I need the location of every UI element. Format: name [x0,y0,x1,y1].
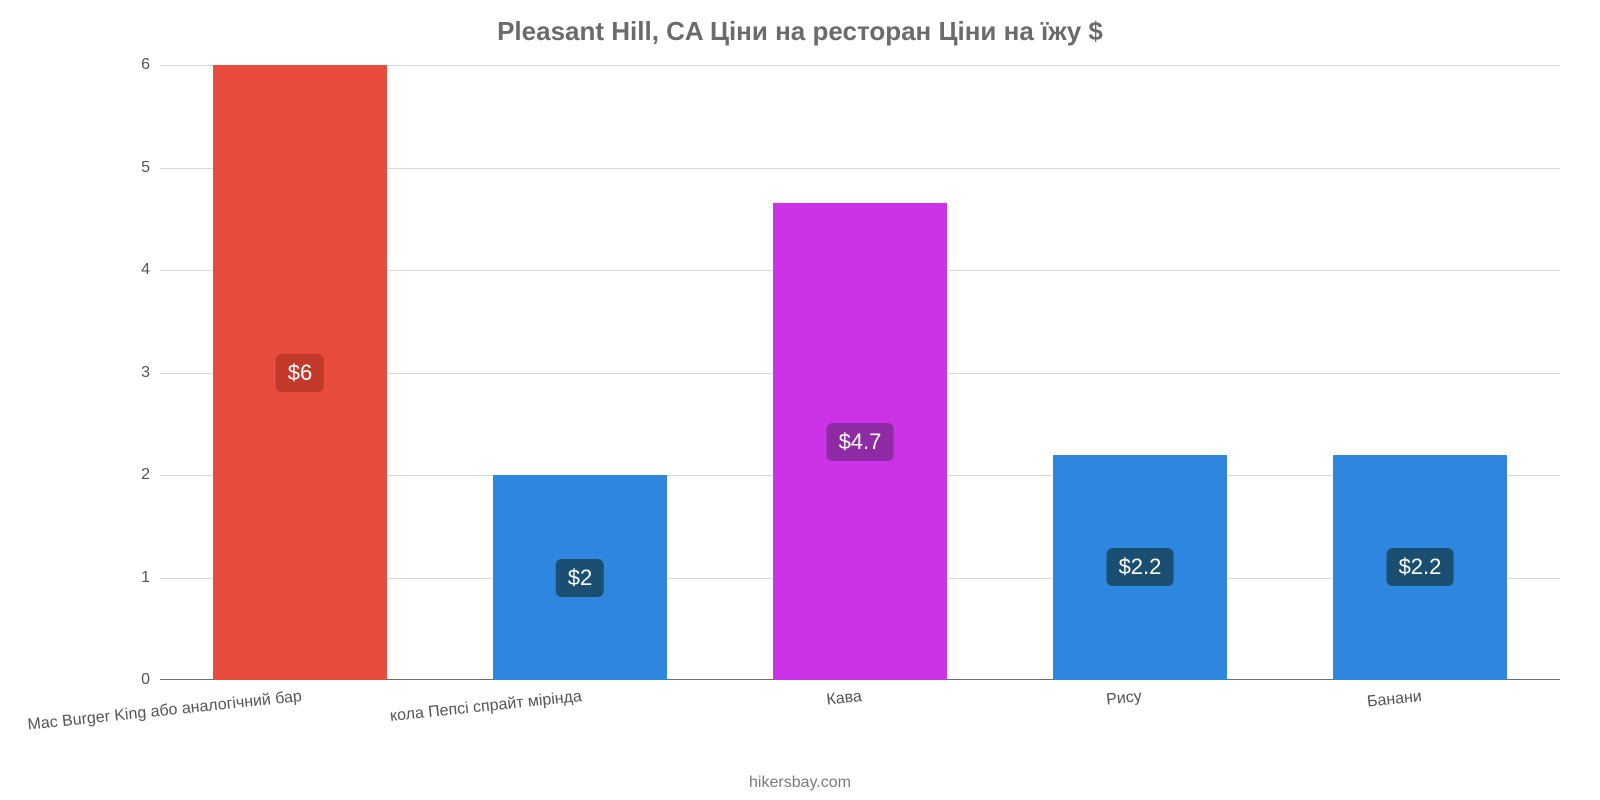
y-tick-label: 4 [141,261,160,279]
bar-value-label: $2.2 [1387,548,1454,586]
bar: $6 [213,65,387,680]
y-tick-label: 5 [141,159,160,177]
plot-area: 0123456$6Mac Burger King або аналогічний… [160,60,1560,680]
y-tick-label: 3 [141,364,160,382]
chart-title: Pleasant Hill, CA Ціни на ресторан Ціни … [0,16,1600,47]
bar-value-label: $2 [556,559,604,597]
x-tick-label: Рису [1105,680,1143,710]
x-tick-label: Кава [825,680,863,710]
bar-value-label: $2.2 [1107,548,1174,586]
bar: $2.2 [1053,455,1227,680]
y-tick-label: 2 [141,466,160,484]
y-tick-label: 1 [141,569,160,587]
bar-value-label: $4.7 [827,423,894,461]
bar: $2.2 [1333,455,1507,680]
x-tick-label: кола Пепсі спрайт мірінда [388,680,582,726]
bar-value-label: $6 [276,354,324,392]
y-tick-label: 6 [141,56,160,74]
bar: $4.7 [773,203,947,680]
x-tick-label: Mac Burger King або аналогічний бар [26,680,303,735]
x-tick-label: Банани [1365,680,1422,712]
footer-credit: hikersbay.com [0,774,1600,792]
bar: $2 [493,475,667,680]
y-tick-label: 0 [141,671,160,689]
